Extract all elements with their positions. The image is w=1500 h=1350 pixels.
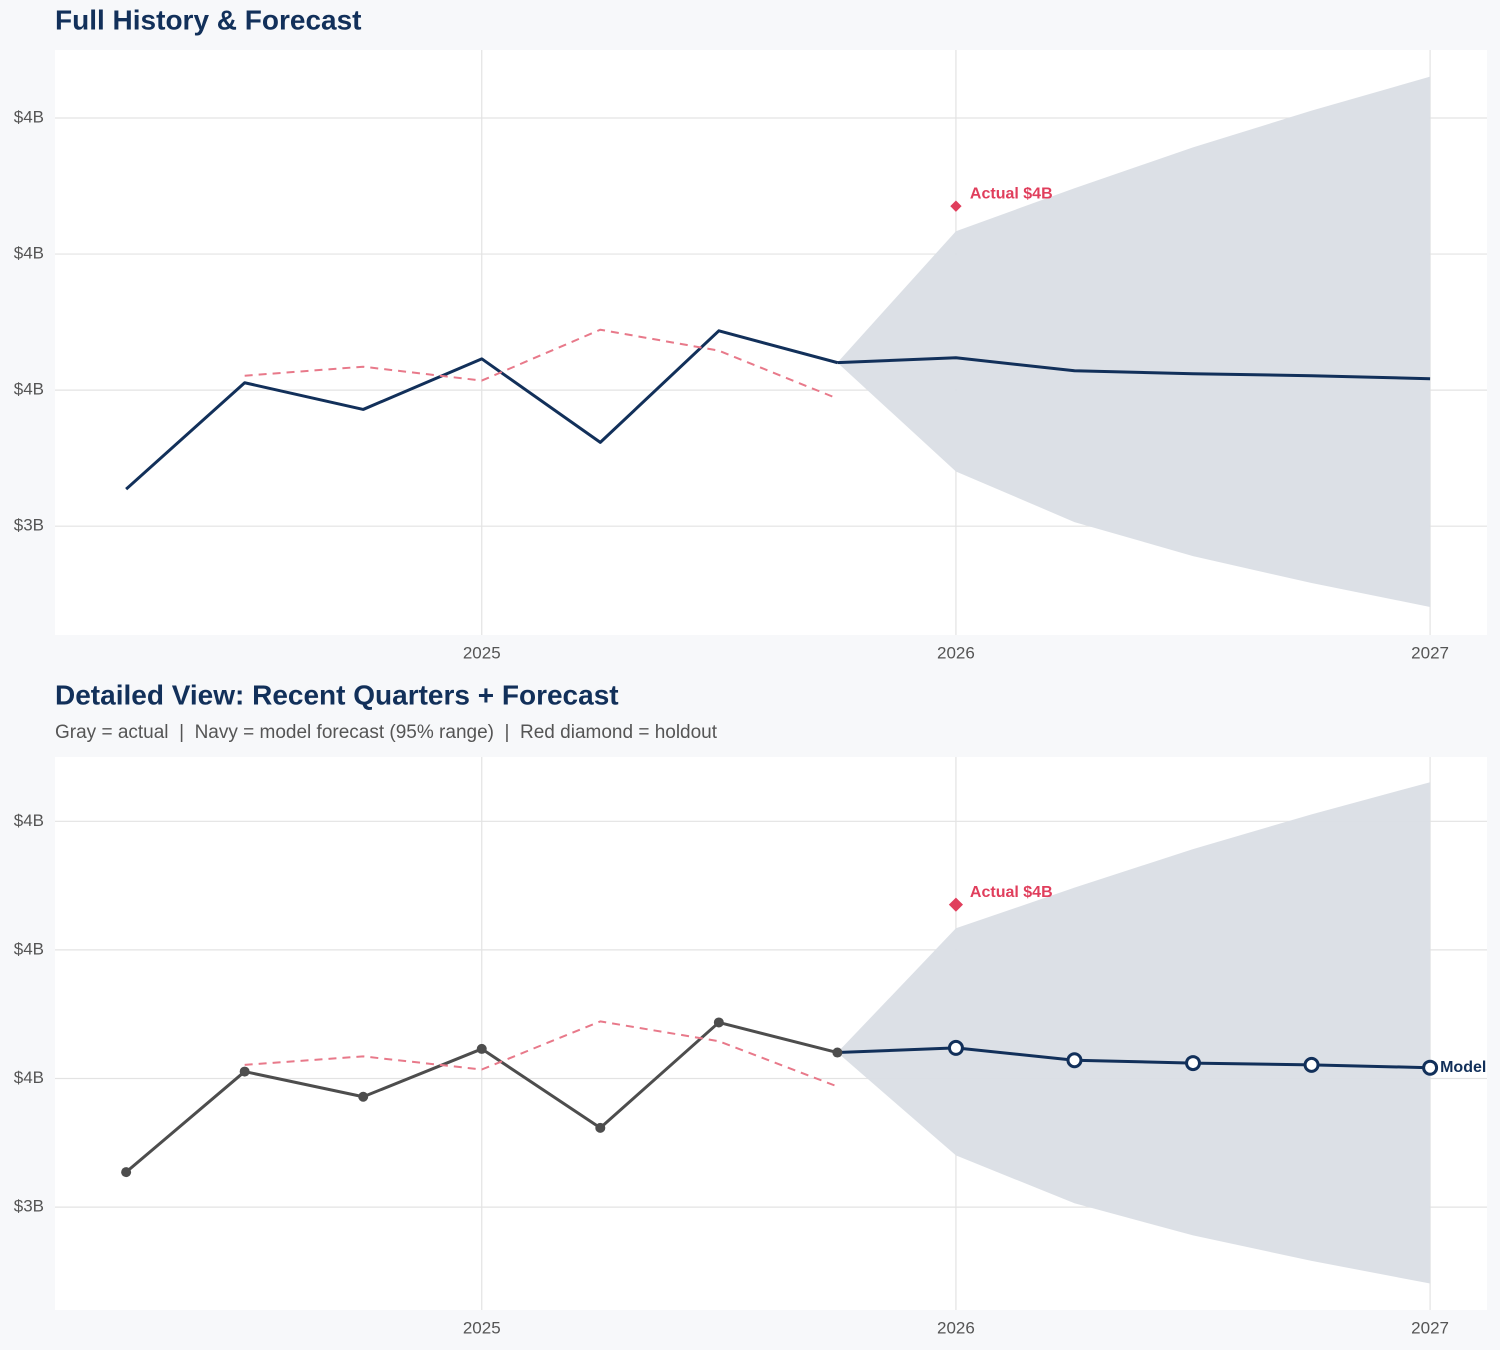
series-line [125, 329, 838, 491]
series-line [837, 1046, 1431, 1070]
y-tick-label: $4B [14, 108, 44, 127]
point-marker [832, 1047, 843, 1058]
x-tick-label: 2026 [937, 643, 975, 662]
point-marker [1185, 1055, 1202, 1072]
x-tick-label: 2025 [463, 1318, 501, 1337]
y-tick-label: $4B [14, 1068, 44, 1087]
point-marker [713, 1017, 724, 1028]
forecast-band [837, 782, 1431, 1284]
point-marker [595, 1122, 606, 1133]
point-marker [358, 1091, 369, 1102]
series-end-label: Model [1440, 1059, 1486, 1076]
series-line [244, 328, 838, 400]
chart-subtitle: Gray = actual | Navy = model forecast (9… [55, 722, 718, 743]
series-line [837, 356, 1431, 381]
y-tick-label: $4B [14, 244, 44, 263]
holdout-diamond [948, 897, 963, 912]
point-marker [947, 1039, 964, 1056]
y-tick-label: $4B [14, 939, 44, 958]
holdout-diamond [950, 200, 962, 212]
point-marker [121, 1167, 132, 1178]
chart-title: Full History & Forecast [55, 4, 362, 35]
y-tick-label: $4B [14, 811, 44, 830]
y-tick-label: $3B [14, 516, 44, 535]
point-marker [476, 1043, 487, 1054]
x-tick-label: 2027 [1411, 1318, 1449, 1337]
point-marker [1422, 1059, 1439, 1076]
series-line [244, 1020, 838, 1088]
point-marker [1303, 1056, 1320, 1073]
point-marker [239, 1066, 250, 1077]
x-tick-label: 2027 [1411, 643, 1449, 662]
chart-title: Detailed View: Recent Quarters + Forecas… [55, 679, 619, 710]
y-tick-label: $3B [14, 1197, 44, 1216]
y-tick-label: $4B [14, 380, 44, 399]
holdout-label: Actual $4B [970, 185, 1053, 202]
holdout-label: Actual $4B [970, 884, 1053, 901]
x-tick-label: 2026 [937, 1318, 975, 1337]
forecast-band [837, 76, 1431, 607]
point-marker [1066, 1052, 1083, 1069]
x-tick-label: 2025 [463, 643, 501, 662]
